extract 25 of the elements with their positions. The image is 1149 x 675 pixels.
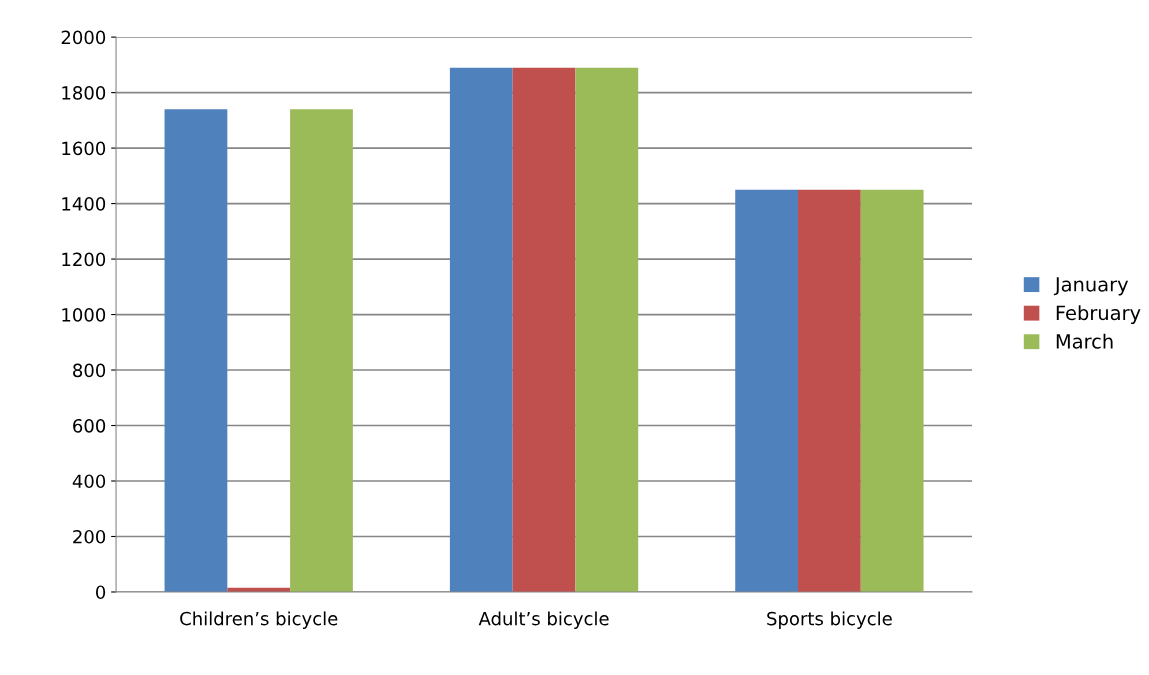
legend-label: January [1053,277,1129,296]
y-tick-label: 1400 [62,197,106,211]
y-tick-label: 1000 [62,308,106,322]
x-tick-label: Sports bicycle [767,611,892,629]
legend-label: March [1056,333,1113,349]
bar [798,189,861,592]
y-tick-label: 800 [73,363,106,378]
bar [575,67,639,592]
y-tick-label: 1800 [62,86,106,100]
y-tick-label: 200 [73,529,106,544]
bar [860,189,924,592]
x-tick-label: Children’s bicycle [180,611,338,629]
y-tick-label: 2000 [61,30,106,45]
x-tick-label: Adult’s bicycle [478,611,609,629]
bar [290,109,353,592]
y-tick-label: 1600 [62,141,106,156]
bar [735,189,798,592]
bar [164,109,228,592]
y-tick-label: 400 [72,474,106,489]
bar [449,67,513,592]
y-tick-label: 1200 [62,252,106,267]
y-tick-label: 0 [96,585,106,600]
legend-label: February [1056,305,1141,324]
bar [512,67,576,592]
y-tick-label: 600 [73,418,106,433]
